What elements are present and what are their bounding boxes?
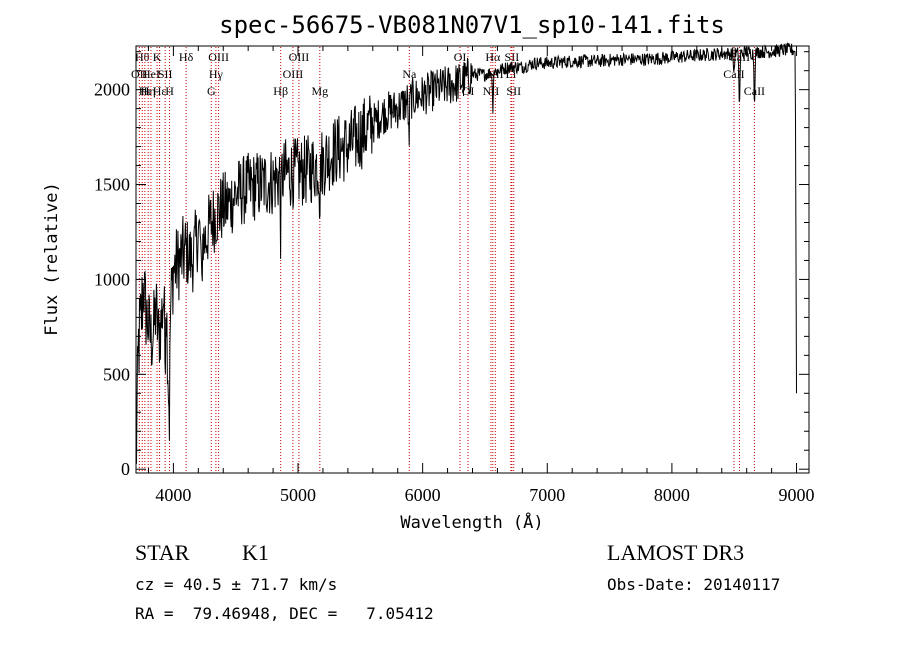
obs-date: Obs-Date: 20140117	[607, 575, 781, 594]
line-marker-label: OIII	[283, 67, 304, 81]
redshift-value: cz = 40.5 ± 71.7 km/s	[135, 575, 338, 594]
y-tick-label: 0	[121, 459, 130, 479]
y-tick-label: 500	[103, 364, 130, 384]
y-tick-label: 1000	[94, 269, 130, 289]
x-tick-label: 8000	[654, 485, 690, 505]
x-tick-label: 9000	[779, 485, 815, 505]
coordinates: RA = 79.46948, DEC = 7.05412	[135, 604, 434, 623]
object-class: STAR	[135, 540, 190, 565]
line-marker-label: Hα	[485, 50, 501, 64]
line-marker-label: OIII	[208, 50, 229, 64]
x-tick-label: 5000	[280, 485, 316, 505]
y-tick-label: 1500	[94, 175, 130, 195]
survey-name: LAMOST DR3	[607, 540, 745, 565]
line-marker-label: Mg	[311, 84, 328, 98]
line-marker-label: Hδ	[179, 50, 194, 64]
line-marker-label: Hη	[141, 84, 156, 98]
chart-title: spec-56675-VB081N07V1_sp10-141.fits	[219, 11, 725, 39]
x-axis-ticks: 4000 5000 6000 7000 8000 9000	[147, 46, 815, 505]
line-marker-label: OIII	[289, 50, 310, 64]
line-marker-label: SII	[506, 84, 521, 98]
spectrum-line	[135, 42, 797, 464]
line-marker-label: OI	[454, 50, 467, 64]
line-marker-label: G	[207, 84, 216, 98]
line-marker-label: K	[153, 50, 162, 64]
y-tick-label: 2000	[94, 80, 130, 100]
x-tick-label: 7000	[529, 485, 565, 505]
y-axis-ticks: 0 500 1000 1500 2000	[94, 51, 809, 479]
line-marker-label: Na	[402, 67, 417, 81]
y-axis-label: Flux (relative)	[42, 182, 62, 336]
x-tick-label: 4000	[155, 485, 191, 505]
line-marker-label: SII	[158, 67, 173, 81]
line-marker-label: Hε	[153, 84, 167, 98]
line-marker-label: Hθ	[135, 50, 150, 64]
line-marker-label: NII	[483, 84, 500, 98]
line-marker-label: HeI	[142, 67, 160, 81]
line-marker-label: Hγ	[209, 67, 224, 81]
line-marker-label: H	[165, 84, 174, 98]
line-marker-label: Hβ	[273, 84, 288, 98]
x-axis-label: Wavelength (Å)	[400, 511, 543, 533]
object-subclass: K1	[242, 540, 269, 565]
line-marker-label: Li	[506, 67, 517, 81]
line-marker-label: Hι	[139, 84, 152, 98]
line-marker-label: CaII	[729, 50, 750, 64]
plot-frame	[135, 45, 810, 474]
line-marker-label: SII	[505, 50, 520, 64]
x-tick-label: 6000	[405, 485, 441, 505]
line-marker-label: OII	[131, 67, 148, 81]
